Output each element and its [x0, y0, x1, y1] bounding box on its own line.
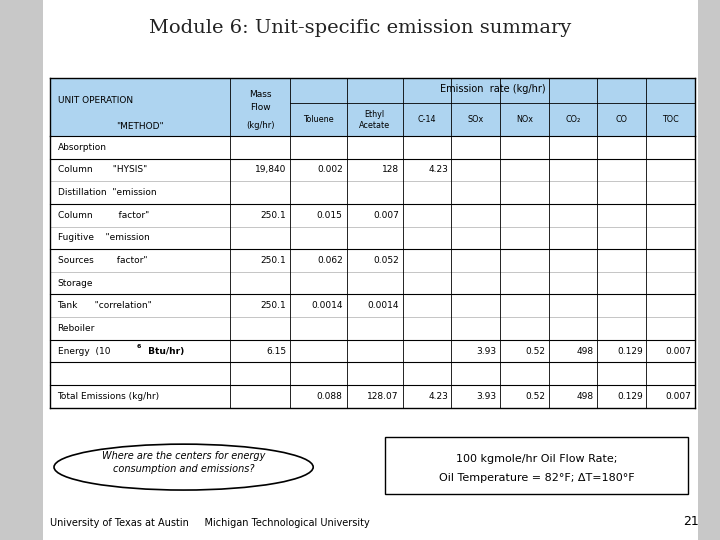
Text: TOC: TOC — [662, 116, 679, 124]
Text: Reboiler: Reboiler — [58, 324, 95, 333]
Text: Total Emissions (kg/hr): Total Emissions (kg/hr) — [58, 392, 160, 401]
Bar — [0, 0, 43, 540]
Text: Energy  (10: Energy (10 — [58, 347, 110, 355]
Text: Fugitive    "emission: Fugitive "emission — [58, 233, 149, 242]
Text: Column       "HYSIS": Column "HYSIS" — [58, 165, 147, 174]
Text: 250.1: 250.1 — [261, 301, 286, 310]
Text: Storage: Storage — [58, 279, 93, 288]
Text: Btu/hr): Btu/hr) — [145, 347, 184, 355]
Text: Toluene: Toluene — [303, 116, 334, 124]
Text: 100 kgmole/hr Oil Flow Rate;: 100 kgmole/hr Oil Flow Rate; — [456, 454, 617, 464]
Text: 19,840: 19,840 — [255, 165, 286, 174]
Text: 0.0014: 0.0014 — [367, 301, 399, 310]
Text: Flow: Flow — [250, 103, 270, 112]
Text: 6.15: 6.15 — [266, 347, 286, 355]
Text: Oil Temperature = 82°F; ΔT=180°F: Oil Temperature = 82°F; ΔT=180°F — [438, 473, 634, 483]
Text: University of Texas at Austin     Michigan Technological University: University of Texas at Austin Michigan T… — [50, 518, 370, 528]
Bar — [50, 78, 695, 136]
Text: Absorption: Absorption — [58, 143, 107, 152]
Text: C-14: C-14 — [418, 116, 436, 124]
Text: Ethyl
Acetate: Ethyl Acetate — [359, 110, 390, 130]
Text: 128: 128 — [382, 165, 399, 174]
Text: CO₂: CO₂ — [565, 116, 581, 124]
Text: 21: 21 — [683, 515, 698, 528]
Bar — [385, 437, 688, 494]
Text: 0.129: 0.129 — [617, 347, 643, 355]
Text: Where are the centers for energy
consumption and emissions?: Where are the centers for energy consump… — [102, 451, 265, 474]
Text: 0.0014: 0.0014 — [311, 301, 343, 310]
Text: Tank      "correlation": Tank "correlation" — [58, 301, 153, 310]
Text: 0.052: 0.052 — [373, 256, 399, 265]
Text: 250.1: 250.1 — [261, 256, 286, 265]
Text: 0.007: 0.007 — [665, 347, 691, 355]
Text: 0.52: 0.52 — [526, 392, 545, 401]
Text: 4.23: 4.23 — [428, 165, 448, 174]
Text: SOx: SOx — [467, 116, 484, 124]
Text: Module 6: Unit-specific emission summary: Module 6: Unit-specific emission summary — [149, 19, 571, 37]
Text: 0.002: 0.002 — [317, 165, 343, 174]
Text: 0.062: 0.062 — [317, 256, 343, 265]
Text: 250.1: 250.1 — [261, 211, 286, 220]
Text: Column         factor": Column factor" — [58, 211, 149, 220]
Text: Emission  rate (kg/hr): Emission rate (kg/hr) — [440, 84, 546, 93]
Text: Sources        factor": Sources factor" — [58, 256, 147, 265]
Text: UNIT OPERATION: UNIT OPERATION — [58, 96, 132, 105]
Text: NOx: NOx — [516, 116, 533, 124]
Text: 0.52: 0.52 — [526, 347, 545, 355]
Text: 0.007: 0.007 — [373, 211, 399, 220]
Bar — [50, 78, 695, 408]
Text: Mass: Mass — [249, 90, 271, 99]
Text: 3.93: 3.93 — [477, 347, 497, 355]
Text: 498: 498 — [577, 347, 594, 355]
Text: "METHOD": "METHOD" — [116, 122, 164, 131]
Text: 0.088: 0.088 — [317, 392, 343, 401]
Text: 0.129: 0.129 — [617, 392, 643, 401]
Text: 0.007: 0.007 — [665, 392, 691, 401]
Text: 128.07: 128.07 — [367, 392, 399, 401]
Text: 3.93: 3.93 — [477, 392, 497, 401]
Text: 4.23: 4.23 — [428, 392, 448, 401]
Text: (kg/hr): (kg/hr) — [246, 121, 274, 130]
Text: 498: 498 — [577, 392, 594, 401]
Text: 0.015: 0.015 — [317, 211, 343, 220]
Ellipse shape — [54, 444, 313, 490]
Bar — [698, 0, 720, 540]
Text: Distillation  "emission: Distillation "emission — [58, 188, 156, 197]
Text: 6: 6 — [136, 343, 141, 349]
Text: CO: CO — [616, 116, 628, 124]
